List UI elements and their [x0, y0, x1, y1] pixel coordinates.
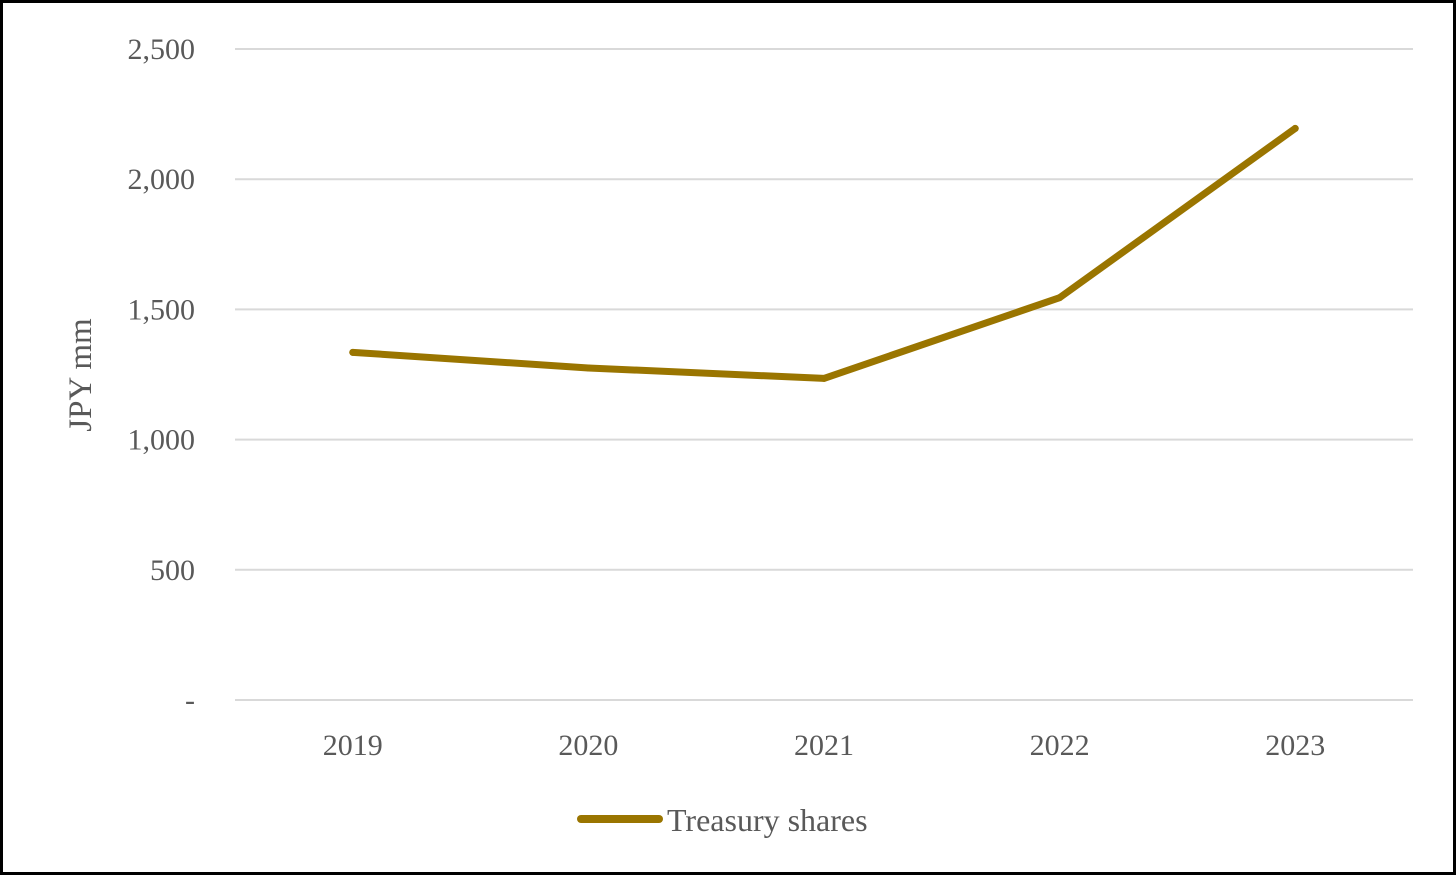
legend-label: Treasury shares	[667, 802, 868, 838]
y-tick-label: 500	[150, 554, 195, 587]
x-tick-label: 2021	[794, 729, 854, 762]
data-point	[820, 374, 828, 382]
gridlines	[235, 48, 1413, 701]
x-tick-label: 2020	[558, 729, 618, 762]
data-point	[1056, 294, 1064, 302]
y-tick-label: 1,500	[128, 293, 196, 326]
data-point	[349, 348, 357, 356]
y-tick-label: 1,000	[128, 424, 196, 457]
y-tick-labels: - 500 1,000 1,500 2,000 2,500	[128, 33, 196, 717]
y-tick-label: -	[185, 684, 195, 717]
x-tick-label: 2023	[1265, 729, 1325, 762]
x-tick-label: 2019	[323, 729, 383, 762]
x-tick-label: 2022	[1030, 729, 1090, 762]
line-chart: - 500 1,000 1,500 2,000 2,500 2019 2020 2021 202…	[63, 33, 1413, 838]
x-tick-labels: 2019 2020 2021 2022 2023	[323, 729, 1325, 762]
data-point	[1291, 124, 1299, 132]
y-tick-label: 2,000	[128, 163, 196, 196]
legend: Treasury shares	[577, 802, 868, 838]
y-tick-label: 2,500	[128, 33, 196, 66]
series-layer	[349, 124, 1299, 382]
data-point	[584, 364, 592, 372]
series-line-treasury-shares	[349, 124, 1299, 382]
y-axis-title: JPY mm	[63, 318, 99, 432]
